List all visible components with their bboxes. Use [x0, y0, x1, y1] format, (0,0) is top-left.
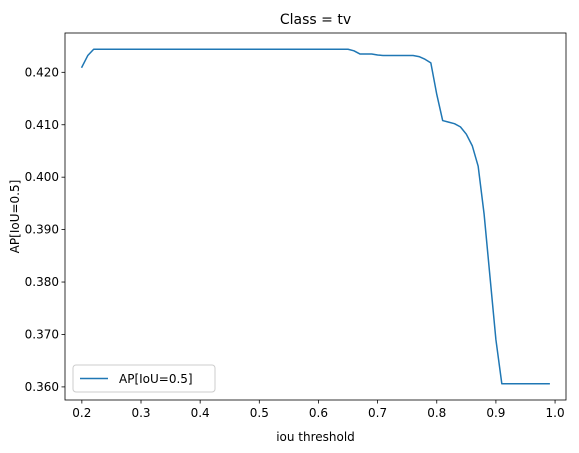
legend-label: AP[IoU=0.5]: [119, 372, 193, 386]
axes-frame: [64, 32, 567, 401]
y-tick-label: 0.380: [25, 275, 59, 289]
legend-box: [72, 364, 216, 393]
x-tick-label: 0.3: [131, 406, 150, 420]
plot-area: [64, 32, 567, 401]
y-tick-label: 0.410: [25, 118, 59, 132]
x-axis-ticks: 0.2 0.3 0.4 0.5 0.6 0.7 0.8 0.9 1.0: [72, 400, 565, 420]
y-tick-label: 0.390: [25, 223, 59, 237]
series-layer: [80, 48, 550, 385]
y-tick-label: 0.400: [25, 170, 59, 184]
x-tick-label: 0.9: [486, 406, 505, 420]
y-tick-label: 0.360: [25, 380, 59, 394]
y-tick-label: 0.370: [25, 327, 59, 341]
legend: AP[IoU=0.5]: [72, 364, 216, 393]
x-tick-label: 1.0: [546, 406, 565, 420]
y-axis-ticks: 0.360 0.370 0.380 0.390 0.400 0.410 0.420: [25, 65, 65, 394]
x-tick-label: 0.8: [427, 406, 446, 420]
series-line: [80, 48, 550, 385]
chart-title: Class = tv: [280, 12, 351, 28]
y-axis-title: AP[IoU=0.5]: [8, 180, 22, 254]
x-tick-label: 0.7: [368, 406, 387, 420]
x-tick-label: 0.2: [72, 406, 91, 420]
x-tick-label: 0.4: [191, 406, 210, 420]
x-tick-label: 0.6: [309, 406, 328, 420]
x-tick-label: 0.5: [250, 406, 269, 420]
y-tick-label: 0.420: [25, 65, 59, 79]
x-axis-title: iou threshold: [276, 430, 355, 444]
